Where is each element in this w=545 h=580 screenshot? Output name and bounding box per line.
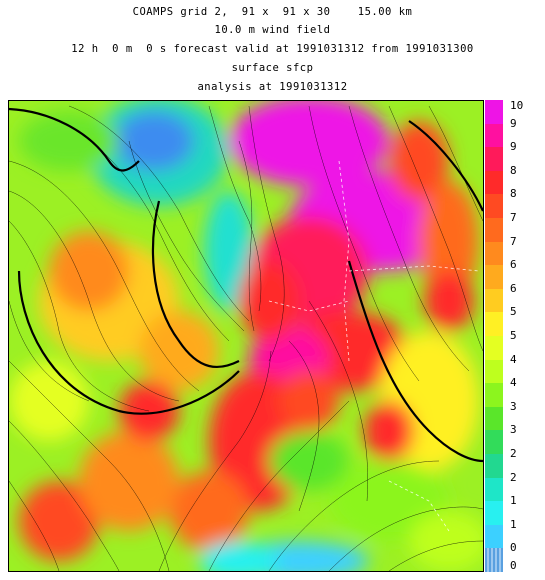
legend-swatch xyxy=(485,454,503,479)
legend-tick-label: 1 xyxy=(510,517,517,531)
legend-tick-label: 10 xyxy=(510,99,524,112)
legend-swatch xyxy=(485,336,503,361)
legend-tick-label: 1 xyxy=(510,494,517,508)
legend-tick-label: 7 xyxy=(510,211,517,224)
legend-swatch xyxy=(485,100,503,125)
legend-swatch xyxy=(485,218,503,243)
title-line-field: 10.0 m wind field xyxy=(214,24,331,36)
legend-swatch xyxy=(485,383,503,408)
title-line-surface: surface sfcp xyxy=(231,62,314,74)
legend-swatch xyxy=(485,548,503,573)
legend-swatch xyxy=(485,406,503,431)
legend-swatch xyxy=(485,312,503,337)
legend-tick-label: 6 xyxy=(510,281,517,295)
legend-swatch xyxy=(485,194,503,219)
legend-tick-label: 5 xyxy=(510,329,517,342)
legend-tick-label: 0 xyxy=(510,541,517,555)
legend-swatch xyxy=(485,359,503,384)
legend-tick-label: 5 xyxy=(510,305,517,319)
legend-swatch xyxy=(485,123,503,148)
legend-tick-label: 8 xyxy=(510,163,517,177)
boundary-lines xyxy=(268,160,480,532)
legend-tick-label: 7 xyxy=(510,234,517,248)
legend-tick-label: 0 xyxy=(510,559,517,572)
title-line-model-grid: COAMPS grid 2, 91 x 91 x 30 15.00 km xyxy=(132,6,413,18)
legend-tick-label: 2 xyxy=(510,447,517,460)
title-line-analysis-time: analysis at 1991031312 xyxy=(197,81,348,93)
legend-tick-label: 8 xyxy=(510,187,517,201)
wind-speed-map xyxy=(8,100,484,572)
legend-tick-label: 2 xyxy=(510,470,517,484)
legend-swatch xyxy=(485,501,503,526)
legend-tick-label: 4 xyxy=(510,352,517,366)
legend-swatch xyxy=(485,524,503,549)
legend-tick-label: 9 xyxy=(510,140,517,154)
title-line-forecast-valid: 12 h 0 m 0 s forecast valid at 199103131… xyxy=(71,43,474,55)
legend-tick-label: 6 xyxy=(510,258,517,272)
legend-swatch xyxy=(485,241,503,266)
legend-tick-label: 4 xyxy=(510,376,517,390)
legend-swatch xyxy=(485,147,503,172)
legend-swatch xyxy=(485,170,503,195)
legend-swatch xyxy=(485,265,503,290)
legend-tick-label: 3 xyxy=(510,399,517,413)
coastline-contours xyxy=(9,107,483,463)
legend-swatch xyxy=(485,288,503,313)
color-scale-legend: 10 9 9 8 8 7 7 6 6 5 5 4 4 3 3 2 2 1 1 0 0 xyxy=(485,99,545,573)
legend-swatch xyxy=(485,477,503,502)
legend-tick-label: 9 xyxy=(510,116,517,130)
legend-tick-label: 3 xyxy=(510,423,517,437)
wind-speed-shading xyxy=(9,101,483,571)
legend-swatch xyxy=(485,430,503,455)
streamlines xyxy=(9,105,483,571)
